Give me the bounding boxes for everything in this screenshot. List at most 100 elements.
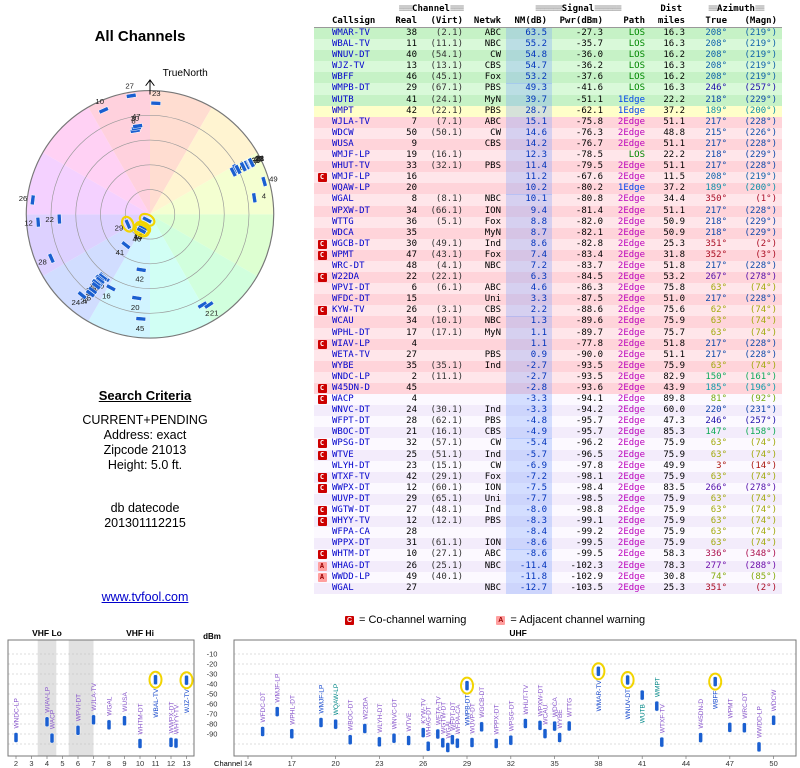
uhf-panel-border <box>233 639 797 757</box>
cell-path: 2Edge <box>617 294 645 305</box>
cell-virtual-channel: (66.1) <box>430 205 463 216</box>
cell-nm-db: 8.8 <box>506 216 552 228</box>
cell-callsign: WJZ-TV <box>332 61 365 72</box>
cell-real-channel: 31 <box>406 538 417 549</box>
cell-azimuth-magnetic: (229°) <box>744 227 777 238</box>
cell-real-channel: 33 <box>406 161 417 172</box>
chart-callsign-label: WQAW-LP <box>333 684 340 715</box>
row-flag <box>314 139 330 150</box>
radar-marker <box>98 106 110 115</box>
table-row: C WMJF-LP 16 11.2 -67.6 2Edge 11.5 208° (219°) <box>314 172 782 184</box>
cell-path: 2Edge <box>617 482 645 493</box>
cell-network: Fox <box>484 471 501 482</box>
chart-callsign-label: WRC-DT <box>742 692 749 718</box>
tvfool-link[interactable]: www.tvfool.com <box>101 590 189 604</box>
cell-miles: 78.3 <box>663 560 685 571</box>
cell-nm-db: -2.7 <box>506 371 552 384</box>
row-flag: C <box>314 505 330 516</box>
cell-nm-db: 55.2 <box>506 39 552 51</box>
radar-marker <box>138 212 156 227</box>
row-flag: C <box>314 438 330 449</box>
radar-channel-label: 27 <box>80 297 89 306</box>
cell-azimuth-true: 246° <box>705 83 727 94</box>
table-row: C WACP 4 -3.3 -94.1 2Edge 89.8 81° (92°) <box>314 394 782 406</box>
cell-miles: 75.9 <box>663 471 685 482</box>
cell-nm-db: 8.7 <box>506 227 552 239</box>
cell-virtual-channel: (30.1) <box>430 405 463 416</box>
cell-azimuth-true: 217° <box>705 161 727 172</box>
chart-marker <box>654 700 660 712</box>
chart-callsign-label: WPHL-DT <box>289 695 296 725</box>
row-flag <box>314 538 330 549</box>
cell-path: 2Edge <box>617 449 645 460</box>
chart-highlight-ring <box>591 662 606 681</box>
table-row: WRC-DT 48 (4.1) NBC 7.2 -83.7 2Edge 51.8 217° (22… <box>314 260 782 273</box>
cell-azimuth-magnetic: (196°) <box>744 383 777 393</box>
cell-miles: 51.1 <box>663 349 685 360</box>
cell-azimuth-true: 63° <box>710 449 727 460</box>
cell-virtual-channel: (50.1) <box>430 127 463 138</box>
cell-path: 2Edge <box>617 516 645 527</box>
cell-pwr-dbm: -76.7 <box>575 138 603 149</box>
radar-channel-label: 15 <box>82 294 91 303</box>
cell-azimuth-true: 3° <box>716 460 727 471</box>
cell-nm-db: 15.1 <box>506 116 552 128</box>
cell-nm-db: 49.3 <box>506 83 552 95</box>
radar-channel-label: 28 <box>255 154 264 163</box>
cell-pwr-dbm: -81.4 <box>575 205 603 216</box>
cell-azimuth-magnetic: (219°) <box>744 72 777 83</box>
radar-channel-label: 21 <box>210 309 219 318</box>
cell-callsign: WHTM-DT <box>332 549 370 560</box>
chart-callsign-label: W22DA <box>362 696 369 719</box>
cell-real-channel: 7 <box>411 116 417 127</box>
cell-virtual-channel: (67.1) <box>430 83 463 94</box>
chart-marker <box>566 720 572 732</box>
chart-callsign-label: WMAR-TV <box>596 680 603 712</box>
channel-tick-label: 29 <box>463 759 471 768</box>
cell-azimuth-magnetic: (228°) <box>744 205 777 216</box>
chart-callsign-label: WBOC-DT <box>348 700 355 731</box>
cell-callsign: WPHL-DT <box>332 327 370 338</box>
chart-callsign-label: WPMT <box>727 699 734 719</box>
radar-channel-label: 45 <box>136 324 145 333</box>
radar-marker <box>47 252 56 264</box>
row-flag <box>314 372 330 383</box>
chart-callsign-label: WHUT-TV <box>523 684 530 714</box>
radar-channel-label: 12 <box>24 218 33 227</box>
cell-real-channel: 46 <box>406 72 417 83</box>
chart-callsign-label: WCAU <box>543 704 550 724</box>
cell-network: Fox <box>484 72 501 83</box>
row-flag <box>314 350 330 361</box>
table-row: WUVP-DT 29 (65.1) Uni -7.7 -98.5 2Edge 75.9 63° (… <box>314 493 782 506</box>
cell-azimuth-magnetic: (74°) <box>749 327 777 338</box>
cell-virtual-channel: (40.1) <box>430 571 463 582</box>
cell-pwr-dbm: -83.7 <box>575 260 603 271</box>
table-row: WNUV-DT 40 (54.1) CW 54.8 -36.0 LOS 16.2 208° (21… <box>314 50 782 62</box>
cell-network: Ind <box>484 505 501 516</box>
table-row: WETA-TV 27 PBS 0.9 -90.0 2Edge 51.1 217° (228°) <box>314 349 782 361</box>
cell-callsign: WWPX-DT <box>332 482 370 493</box>
band-label: VHF Lo <box>32 628 62 638</box>
cell-real-channel: 4 <box>411 338 417 349</box>
chart-marker <box>425 741 431 752</box>
cell-real-channel: 22 <box>406 272 417 283</box>
cell-miles: 83.5 <box>663 482 685 493</box>
cell-path: 2Edge <box>617 205 645 216</box>
row-flag <box>314 328 330 339</box>
cell-miles: 48.8 <box>663 127 685 138</box>
cell-callsign: WGTW-DT <box>332 505 370 516</box>
cell-path: 2Edge <box>617 283 645 294</box>
cell-pwr-dbm: -27.3 <box>575 28 603 38</box>
chart-callsign-label: WMPT <box>654 677 661 697</box>
radar-marker <box>35 216 41 228</box>
cell-real-channel: 36 <box>406 216 417 227</box>
cell-pwr-dbm: -82.0 <box>575 216 603 227</box>
table-row: WNVC-DT 24 (30.1) Ind -3.3 -94.2 2Edge 60.0 220°… <box>314 405 782 417</box>
cell-callsign: W22DA <box>332 272 360 283</box>
table-row: C WHTM-DT 10 (27.1) ABC -8.6 -99.5 2Edge 58.3 336… <box>314 549 782 561</box>
radar-channel-label: 41 <box>116 248 125 257</box>
table-row: C KYW-TV 26 (3.1) CBS 2.2 -88.6 2Edge 75.6 62° (74… <box>314 305 782 317</box>
co-channel-legend-text: = Co-channel warning <box>359 614 467 626</box>
cell-azimuth-true: 217° <box>705 205 727 216</box>
cell-nm-db: 1.3 <box>506 316 552 328</box>
